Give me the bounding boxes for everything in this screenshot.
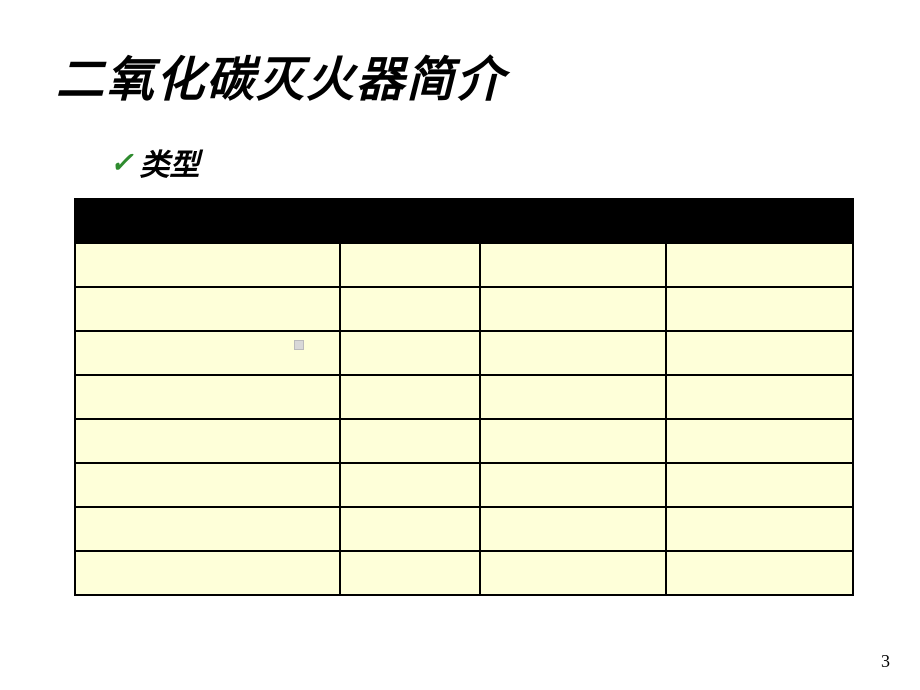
table-cell bbox=[340, 331, 480, 375]
table-cell bbox=[480, 463, 667, 507]
table-header-cell bbox=[340, 199, 480, 243]
table-cell bbox=[480, 507, 667, 551]
subtitle: 类型 bbox=[139, 140, 199, 184]
table-cell bbox=[666, 375, 853, 419]
table-cell bbox=[480, 551, 667, 595]
table-cell bbox=[340, 463, 480, 507]
table-cell bbox=[666, 243, 853, 287]
table-cell bbox=[340, 243, 480, 287]
table-cell bbox=[666, 419, 853, 463]
table-row bbox=[75, 463, 853, 507]
table-cell bbox=[340, 375, 480, 419]
table-body bbox=[75, 243, 853, 595]
table-cell bbox=[75, 375, 340, 419]
table-header-cell bbox=[666, 199, 853, 243]
table-cell bbox=[75, 419, 340, 463]
page-number: 3 bbox=[881, 651, 890, 672]
table-cell bbox=[340, 507, 480, 551]
subtitle-row: ✓ 类型 bbox=[110, 140, 199, 184]
table-cell bbox=[666, 463, 853, 507]
table-cell bbox=[75, 551, 340, 595]
table-row bbox=[75, 507, 853, 551]
slide: 二氧化碳灭火器简介 ✓ 类型 bbox=[0, 0, 920, 690]
table-cell bbox=[480, 287, 667, 331]
table-cell bbox=[480, 419, 667, 463]
table-row bbox=[75, 419, 853, 463]
table-row bbox=[75, 551, 853, 595]
table-cell bbox=[340, 419, 480, 463]
table-cell bbox=[75, 287, 340, 331]
table-header-row bbox=[75, 199, 853, 243]
table-row bbox=[75, 287, 853, 331]
type-table bbox=[74, 198, 854, 596]
table-row bbox=[75, 243, 853, 287]
table-cell bbox=[75, 507, 340, 551]
table-cell bbox=[480, 243, 667, 287]
table-cell bbox=[75, 463, 340, 507]
table-cell bbox=[340, 287, 480, 331]
table-cell bbox=[666, 551, 853, 595]
table-row bbox=[75, 331, 853, 375]
square-marker-icon bbox=[294, 340, 304, 350]
table-cell bbox=[75, 331, 340, 375]
table-row bbox=[75, 375, 853, 419]
table-header-cell bbox=[75, 199, 340, 243]
table-cell bbox=[666, 287, 853, 331]
table-cell bbox=[666, 507, 853, 551]
check-icon: ✓ bbox=[110, 146, 133, 179]
table-cell bbox=[480, 331, 667, 375]
slide-title: 二氧化碳灭火器简介 bbox=[56, 40, 506, 110]
table-cell bbox=[340, 551, 480, 595]
table bbox=[74, 198, 854, 596]
table-cell bbox=[480, 375, 667, 419]
table-header-cell bbox=[480, 199, 667, 243]
table-cell bbox=[75, 243, 340, 287]
table-cell bbox=[666, 331, 853, 375]
